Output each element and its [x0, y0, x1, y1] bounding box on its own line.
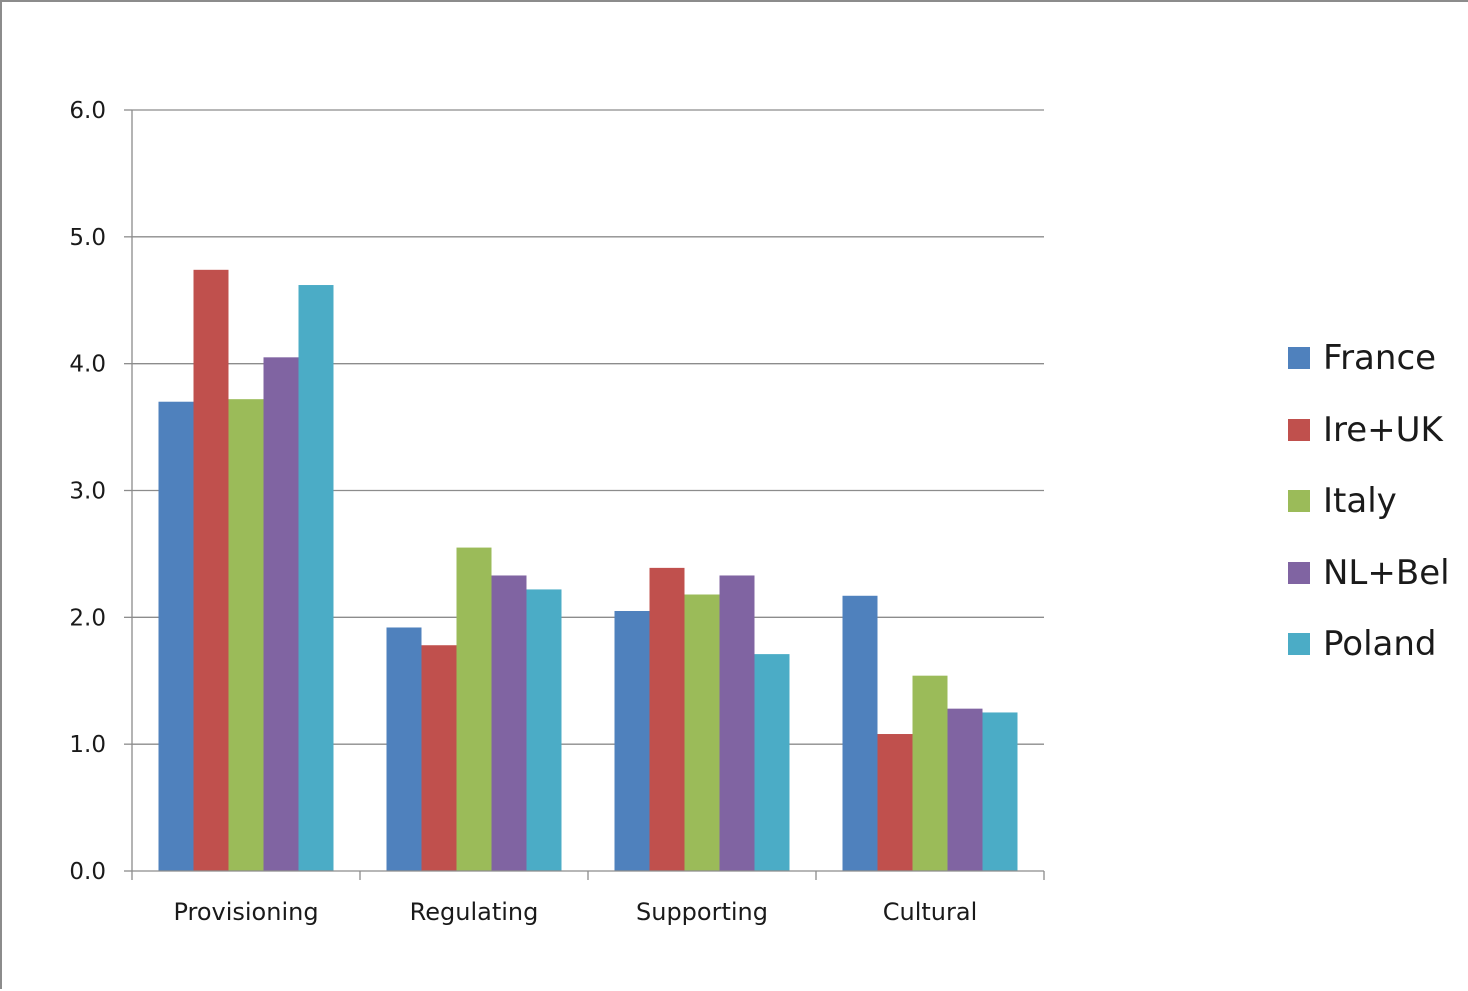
bar-nl-bel-provisioning	[263, 357, 299, 871]
y-tick-label: 0.0	[69, 859, 106, 885]
bars	[158, 269, 1018, 871]
bar-france-regulating	[386, 627, 422, 871]
legend-label: Ire+UK	[1323, 409, 1443, 450]
legend-swatch	[1288, 633, 1310, 655]
legend-item: Ire+UK	[1288, 408, 1468, 480]
bar-ire-uk-provisioning	[193, 269, 229, 871]
x-tick-label: Cultural	[883, 898, 978, 926]
y-tick-label: 5.0	[69, 225, 106, 251]
legend-item: NL+Bel	[1288, 551, 1468, 623]
bar-nl-bel-supporting	[719, 575, 755, 871]
legend-swatch	[1288, 490, 1310, 512]
legend-label: France	[1323, 338, 1437, 378]
bar-poland-supporting	[754, 654, 790, 871]
x-tick-labels: Provisioning Regulating Supporting Cultural	[173, 898, 977, 926]
bar-poland-regulating	[526, 589, 562, 871]
legend-label: Poland	[1323, 624, 1437, 664]
legend-label: NL+Bel	[1323, 552, 1450, 593]
y-tick-labels: 0.0 1.0 2.0 3.0 4.0 5.0 6.0	[69, 98, 106, 885]
bar-nl-bel-cultural	[947, 708, 983, 871]
x-tick-label: Regulating	[410, 898, 539, 926]
bar-ire-uk-regulating	[421, 645, 457, 871]
legend-swatch	[1288, 418, 1310, 441]
bar-italy-regulating	[456, 547, 492, 871]
bar-poland-cultural	[982, 712, 1018, 871]
y-tick-label: 1.0	[69, 732, 106, 758]
legend-item: Italy	[1288, 479, 1468, 551]
bar-france-provisioning	[158, 401, 194, 871]
bar-france-supporting	[614, 610, 650, 871]
legend-item: Poland	[1288, 622, 1468, 694]
y-tick-label: 3.0	[69, 479, 106, 505]
legend: France Ire+UK Italy NL+Bel Poland	[1288, 336, 1468, 694]
bar-nl-bel-regulating	[491, 575, 527, 871]
legend-swatch	[1288, 561, 1310, 584]
y-tick-label: 4.0	[69, 352, 106, 378]
x-tick-label: Supporting	[636, 898, 768, 926]
legend-label: Italy	[1323, 481, 1397, 521]
y-tick-label: 2.0	[69, 605, 106, 631]
bar-ire-uk-supporting	[649, 567, 685, 871]
axes	[124, 109, 1045, 880]
bar-italy-provisioning	[228, 399, 264, 871]
bar-italy-supporting	[684, 594, 720, 871]
bar-poland-provisioning	[298, 285, 334, 871]
legend-item: France	[1288, 336, 1468, 408]
legend-swatch	[1288, 347, 1310, 369]
x-tick-label: Provisioning	[173, 898, 318, 926]
y-tick-label: 6.0	[69, 98, 106, 124]
bar-ire-uk-cultural	[877, 734, 913, 871]
bar-italy-cultural	[912, 675, 948, 871]
bar-france-cultural	[842, 595, 878, 871]
